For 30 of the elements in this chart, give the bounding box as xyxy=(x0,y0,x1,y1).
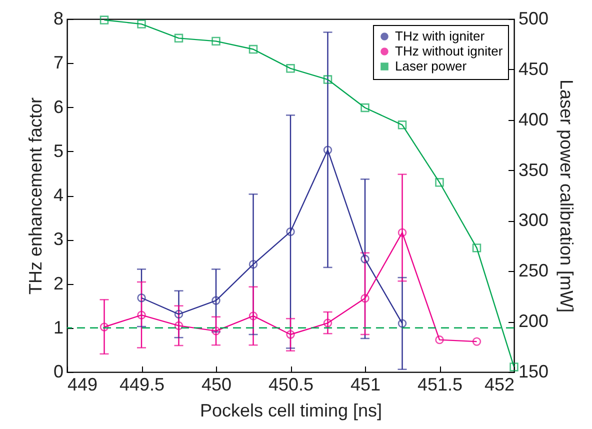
y-tick-label: 6 xyxy=(53,96,64,117)
y-tick-label: 1 xyxy=(53,317,64,338)
y-tick-label: 2 xyxy=(53,273,64,294)
y-tick-label: 0 xyxy=(53,362,64,382)
y-tick-label: 4 xyxy=(53,185,64,205)
y2-tick-label: 250 xyxy=(518,260,549,281)
y2-tick-label: 450 xyxy=(518,58,549,79)
x-axis-title: Pockels cell timing [ns] xyxy=(200,400,382,420)
x-tick-label: 451 xyxy=(350,374,381,394)
legend-label: Laser power xyxy=(395,58,468,74)
x-tick-label: 449 xyxy=(68,374,98,394)
x-tick-label: 449.5 xyxy=(119,374,165,394)
y-tick-label: 7 xyxy=(53,52,64,73)
y2-tick-label: 400 xyxy=(518,109,549,130)
y-axis-title: THz enhancement factor xyxy=(25,97,46,295)
x-tick-label: 450.5 xyxy=(268,374,314,394)
y-tick-label: 5 xyxy=(53,140,64,161)
y-tick-label: 8 xyxy=(53,8,64,28)
y-tick-label: 3 xyxy=(53,229,64,250)
y2-tick-label: 200 xyxy=(518,311,549,332)
y2-tick-label: 300 xyxy=(518,210,549,230)
x-tick-label: 451.5 xyxy=(417,374,463,394)
x-tick-label: 452 xyxy=(484,374,514,394)
y2-tick-label: 150 xyxy=(518,362,549,382)
legend-label: THz with igniter xyxy=(395,28,486,44)
y2-axis-title: Laser power calibration [mW] xyxy=(556,79,577,313)
legend-label: THz without igniter xyxy=(395,44,504,58)
y2-tick-label: 500 xyxy=(518,8,549,28)
y2-tick-label: 350 xyxy=(518,160,549,180)
x-tick-label: 450 xyxy=(201,374,232,394)
